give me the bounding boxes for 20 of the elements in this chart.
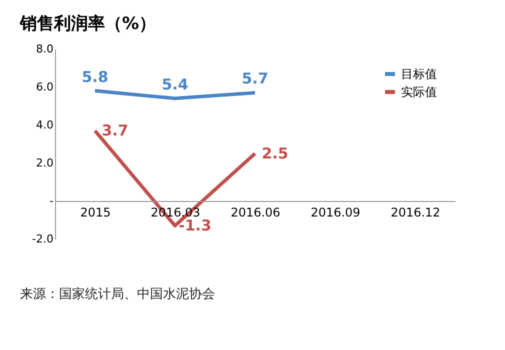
data-label: 3.7 <box>102 122 128 140</box>
data-label: 5.4 <box>162 75 188 94</box>
y-tick-label: -2.0 <box>32 232 54 246</box>
y-tick-label: 4.0 <box>36 118 54 132</box>
x-tick-label: 2015 <box>80 206 111 220</box>
y-tick-label: 2.0 <box>36 156 54 170</box>
y-tick-label: - <box>50 194 54 208</box>
data-label: -1.3 <box>178 216 212 235</box>
data-label: 5.8 <box>82 68 108 86</box>
legend-label: 目标值 <box>401 67 437 81</box>
data-label: 5.7 <box>242 70 268 88</box>
source-note: 来源：国家统计局、中国水泥协会 <box>20 286 215 302</box>
x-tick-label: 2016.12 <box>390 206 440 220</box>
y-tick-label: 6.0 <box>36 80 54 94</box>
data-label: 2.5 <box>262 144 288 162</box>
x-tick-label: 2016.09 <box>310 206 360 220</box>
y-tick-label: 8.0 <box>36 42 54 56</box>
chart-title: 销售利润率（%） <box>19 14 156 34</box>
x-tick-label: 2016.06 <box>230 206 280 220</box>
legend-label: 实际值 <box>401 85 437 99</box>
